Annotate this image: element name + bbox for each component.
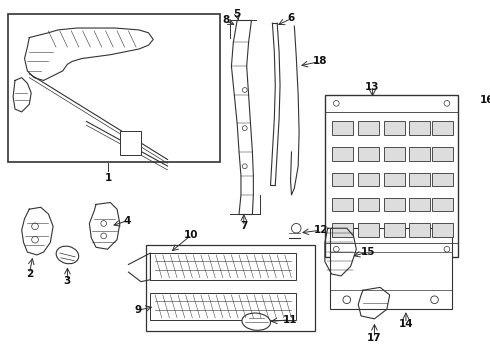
Bar	[432, 147, 453, 161]
Bar	[333, 198, 353, 211]
Bar	[432, 173, 453, 186]
Bar	[384, 121, 405, 135]
Bar	[409, 173, 430, 186]
Text: 6: 6	[288, 13, 295, 23]
Text: 2: 2	[25, 269, 33, 279]
Text: 9: 9	[134, 305, 142, 315]
Ellipse shape	[242, 313, 270, 330]
Bar	[432, 121, 453, 135]
Text: 17: 17	[367, 333, 382, 343]
Text: 1: 1	[105, 173, 112, 183]
Text: 12: 12	[314, 225, 328, 235]
Bar	[358, 198, 379, 211]
Ellipse shape	[56, 246, 79, 264]
Bar	[384, 173, 405, 186]
Bar	[8, 14, 220, 162]
Bar	[409, 121, 430, 135]
Text: 3: 3	[64, 276, 71, 286]
Text: 13: 13	[365, 82, 380, 92]
Text: 4: 4	[124, 216, 131, 226]
Bar	[146, 246, 316, 331]
Text: 15: 15	[361, 247, 375, 257]
Bar	[325, 95, 458, 257]
Bar	[150, 293, 296, 320]
Text: 8: 8	[222, 15, 229, 26]
Text: 11: 11	[282, 315, 297, 325]
Text: 14: 14	[398, 319, 413, 329]
Bar	[409, 147, 430, 161]
Bar	[333, 147, 353, 161]
Bar	[333, 224, 353, 237]
Bar	[150, 253, 296, 280]
Bar	[120, 131, 141, 155]
Bar	[409, 224, 430, 237]
Bar	[358, 173, 379, 186]
Bar	[432, 224, 453, 237]
Bar	[330, 228, 452, 309]
Text: 7: 7	[240, 221, 247, 231]
Bar	[358, 147, 379, 161]
Bar	[333, 121, 353, 135]
Text: 18: 18	[313, 57, 327, 66]
Bar	[432, 198, 453, 211]
Bar	[358, 224, 379, 237]
Bar	[409, 198, 430, 211]
Bar	[333, 173, 353, 186]
Text: 16: 16	[480, 95, 490, 104]
Text: 10: 10	[184, 230, 198, 240]
Bar	[384, 224, 405, 237]
Bar	[358, 121, 379, 135]
Bar	[384, 147, 405, 161]
Bar	[468, 104, 490, 152]
Bar	[384, 198, 405, 211]
Text: 5: 5	[234, 9, 241, 19]
